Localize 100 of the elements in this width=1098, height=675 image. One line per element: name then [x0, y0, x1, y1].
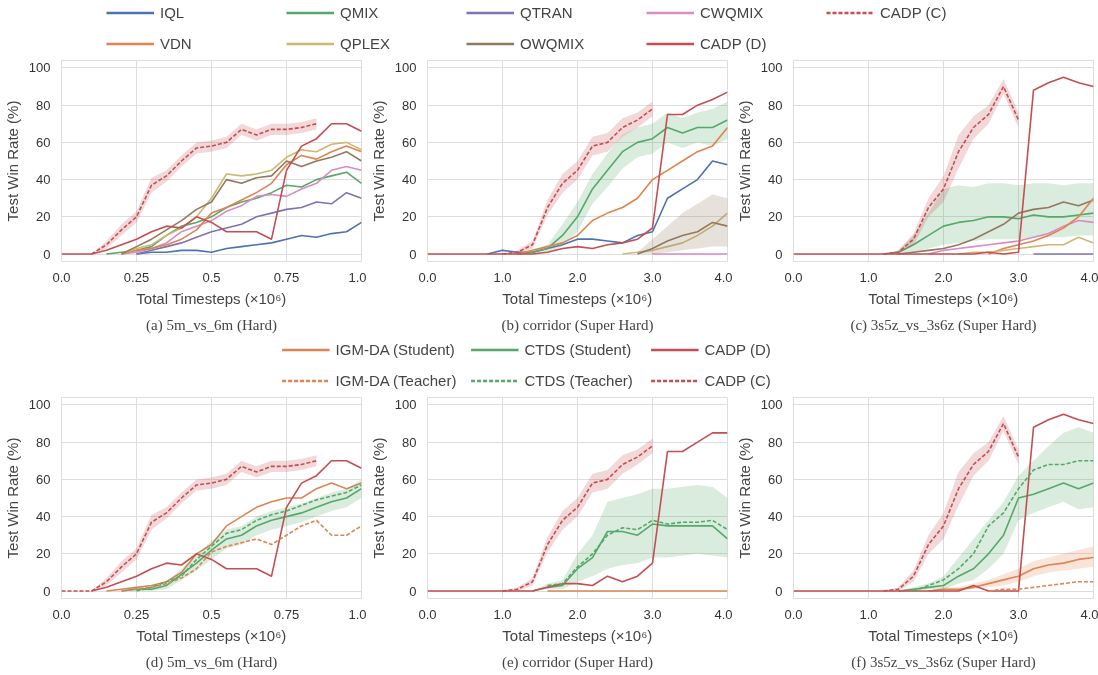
y-tick-label: 20 — [768, 546, 783, 562]
line-series — [135, 191, 362, 255]
x-axis-title: Total Timesteps (×10⁶) — [502, 626, 653, 644]
line-series — [987, 580, 1094, 592]
x-tick-label: 1.0 — [348, 606, 367, 622]
legend-label: OWQMIX — [520, 34, 586, 52]
line-series — [621, 212, 728, 255]
line-series — [636, 221, 728, 255]
legend-label: QTRAN — [520, 3, 574, 21]
y-tick-label: 20 — [768, 209, 783, 225]
y-axis-title: Test Win Rate (%) — [369, 437, 387, 559]
y-tick-label: 40 — [402, 172, 417, 188]
x-tick-label: 0.0 — [784, 606, 803, 622]
y-tick-label: 100 — [760, 60, 783, 76]
x-tick-label: 0.5 — [202, 269, 221, 285]
text: (c) 3s5z_vs_3s6z (Super Hard) — [850, 316, 1037, 334]
text: (d) 5m_vs_6m (Hard) — [145, 653, 278, 671]
y-tick-label: 60 — [402, 134, 417, 150]
y-tick-label: 0 — [409, 246, 417, 262]
y-tick-label: 40 — [402, 509, 417, 525]
x-tick-label: 3.0 — [643, 606, 662, 622]
y-tick-label: 40 — [36, 509, 51, 525]
y-tick-label: 0 — [775, 246, 783, 262]
y-tick-label: 80 — [768, 97, 783, 113]
legend-label: CADP (C) — [704, 371, 772, 389]
line-series — [987, 197, 1094, 255]
x-tick-label: 0.0 — [418, 269, 437, 285]
x-tick-label: 1.0 — [859, 606, 878, 622]
legend-label: QPLEX — [340, 34, 392, 52]
x-axis-title: Total Timesteps (×10⁶) — [868, 626, 1019, 644]
x-tick-label: 2.0 — [934, 606, 953, 622]
x-tick-label: 1.0 — [493, 606, 512, 622]
line-series — [427, 91, 728, 255]
x-tick-label: 0.75 — [273, 606, 300, 622]
y-axis-title: Test Win Rate (%) — [3, 437, 21, 559]
line-series — [135, 221, 362, 255]
y-axis-title: Test Win Rate (%) — [735, 437, 753, 559]
legend-label: VDN — [160, 34, 193, 52]
x-axis-title: Total Timesteps (×10⁶) — [502, 289, 653, 307]
x-tick-label: 0.25 — [123, 269, 150, 285]
y-tick-label: 40 — [768, 509, 783, 525]
x-tick-label: 3.0 — [643, 269, 662, 285]
y-axis-title: Test Win Rate (%) — [369, 100, 387, 222]
legend-label: CWQMIX — [700, 3, 765, 21]
legend-label: CADP (D) — [700, 34, 768, 52]
x-tick-label: 4.0 — [1080, 606, 1098, 622]
line-series — [61, 122, 362, 255]
line-series — [793, 76, 1094, 255]
y-tick-label: 0 — [775, 583, 783, 599]
x-tick-label: 4.0 — [1080, 269, 1098, 285]
y-tick-label: 80 — [36, 434, 51, 450]
y-tick-label: 20 — [402, 209, 417, 225]
text: (f) 3s5z_vs_3s6z (Super Hard) — [851, 653, 1036, 671]
line-series — [546, 519, 728, 587]
y-tick-label: 60 — [402, 471, 417, 487]
y-tick-label: 100 — [760, 397, 783, 413]
y-tick-label: 20 — [36, 546, 51, 562]
y-tick-label: 60 — [768, 471, 783, 487]
y-tick-label: 0 — [43, 583, 51, 599]
x-tick-label: 0.0 — [52, 269, 71, 285]
x-tick-label: 4.0 — [714, 269, 733, 285]
y-tick-label: 100 — [28, 60, 51, 76]
legend-label: IQL — [160, 3, 186, 21]
legend-label: CADP (C) — [880, 3, 948, 21]
y-tick-label: 80 — [36, 97, 51, 113]
x-tick-label: 0.25 — [123, 606, 150, 622]
x-tick-label: 0.0 — [418, 606, 437, 622]
x-axis-title: Total Timesteps (×10⁶) — [136, 626, 287, 644]
x-axis-title: Total Timesteps (×10⁶) — [868, 289, 1019, 307]
x-tick-label: 0.0 — [784, 269, 803, 285]
y-axis-title: Test Win Rate (%) — [3, 100, 21, 222]
y-tick-label: 0 — [43, 246, 51, 262]
y-tick-label: 100 — [394, 397, 417, 413]
x-tick-label: 0.5 — [202, 606, 221, 622]
y-tick-label: 40 — [36, 172, 51, 188]
y-tick-label: 80 — [402, 434, 417, 450]
x-tick-label: 4.0 — [714, 606, 733, 622]
x-tick-label: 1.0 — [859, 269, 878, 285]
line-series — [427, 432, 728, 592]
legend-label: QMIX — [340, 3, 380, 21]
y-tick-label: 80 — [768, 434, 783, 450]
x-tick-label: 3.0 — [1009, 606, 1028, 622]
x-tick-label: 2.0 — [568, 606, 587, 622]
x-tick-label: 1.0 — [348, 269, 367, 285]
y-axis-title: Test Win Rate (%) — [735, 100, 753, 222]
legend-label: CTDS (Student) — [524, 340, 633, 358]
y-tick-label: 40 — [768, 172, 783, 188]
x-tick-label: 2.0 — [568, 269, 587, 285]
legend-label: CADP (D) — [704, 340, 772, 358]
y-tick-label: 80 — [402, 97, 417, 113]
y-tick-label: 20 — [36, 209, 51, 225]
text: (e) corridor (Super Hard) — [501, 653, 654, 671]
y-tick-label: 60 — [768, 134, 783, 150]
x-axis-title: Total Timesteps (×10⁶) — [136, 289, 287, 307]
text: (b) corridor (Super Hard) — [501, 316, 654, 334]
text: (a) 5m_vs_6m (Hard) — [146, 316, 277, 334]
legend-label: IGM-DA (Student) — [335, 340, 455, 358]
y-tick-label: 0 — [409, 583, 417, 599]
legend-label: CTDS (Teacher) — [524, 371, 634, 389]
x-tick-label: 0.0 — [52, 606, 71, 622]
